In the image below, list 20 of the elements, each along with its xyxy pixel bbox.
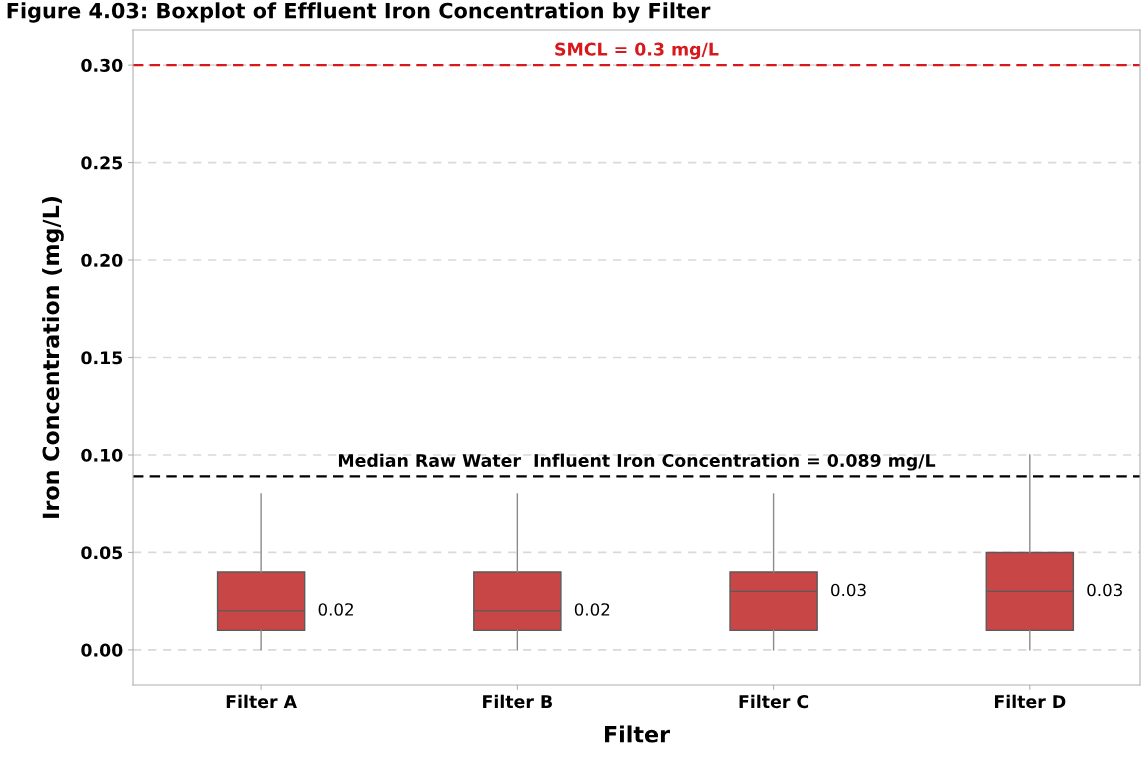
y-tick-label: 0.10: [81, 448, 123, 462]
y-tick-label: 0.00: [81, 643, 123, 657]
x-tick-label: Filter B: [483, 694, 552, 709]
y-axis-title: Iron Concentration (mg/L): [42, 197, 64, 518]
ref-line-label: Median Raw Water Influent Iron Concentration = 0.089 mg/L: [338, 453, 936, 471]
chart-title: Figure 4.03: Boxplot of Effluent Iron Concentration by Filter: [7, 2, 711, 23]
y-tick-label: 0.25: [81, 156, 123, 170]
y-tick-label: 0.05: [81, 546, 123, 560]
y-tick-label: 0.20: [81, 253, 123, 267]
text: 0.03: [831, 583, 866, 597]
y-tick-label: 0.30: [81, 58, 123, 72]
x-tick-label: Filter A: [226, 694, 297, 709]
x-axis-title: Filter: [605, 725, 670, 743]
y-tick-label: 0.15: [81, 351, 123, 365]
ref-line-label: SMCL = 0.3 mg/L: [555, 42, 719, 60]
x-tick-label: Filter C: [739, 694, 809, 709]
x-tick-label: Filter D: [994, 694, 1066, 709]
text: 0.02: [574, 603, 610, 616]
text: 0.02: [318, 603, 353, 616]
text: 0.03: [1087, 583, 1122, 597]
